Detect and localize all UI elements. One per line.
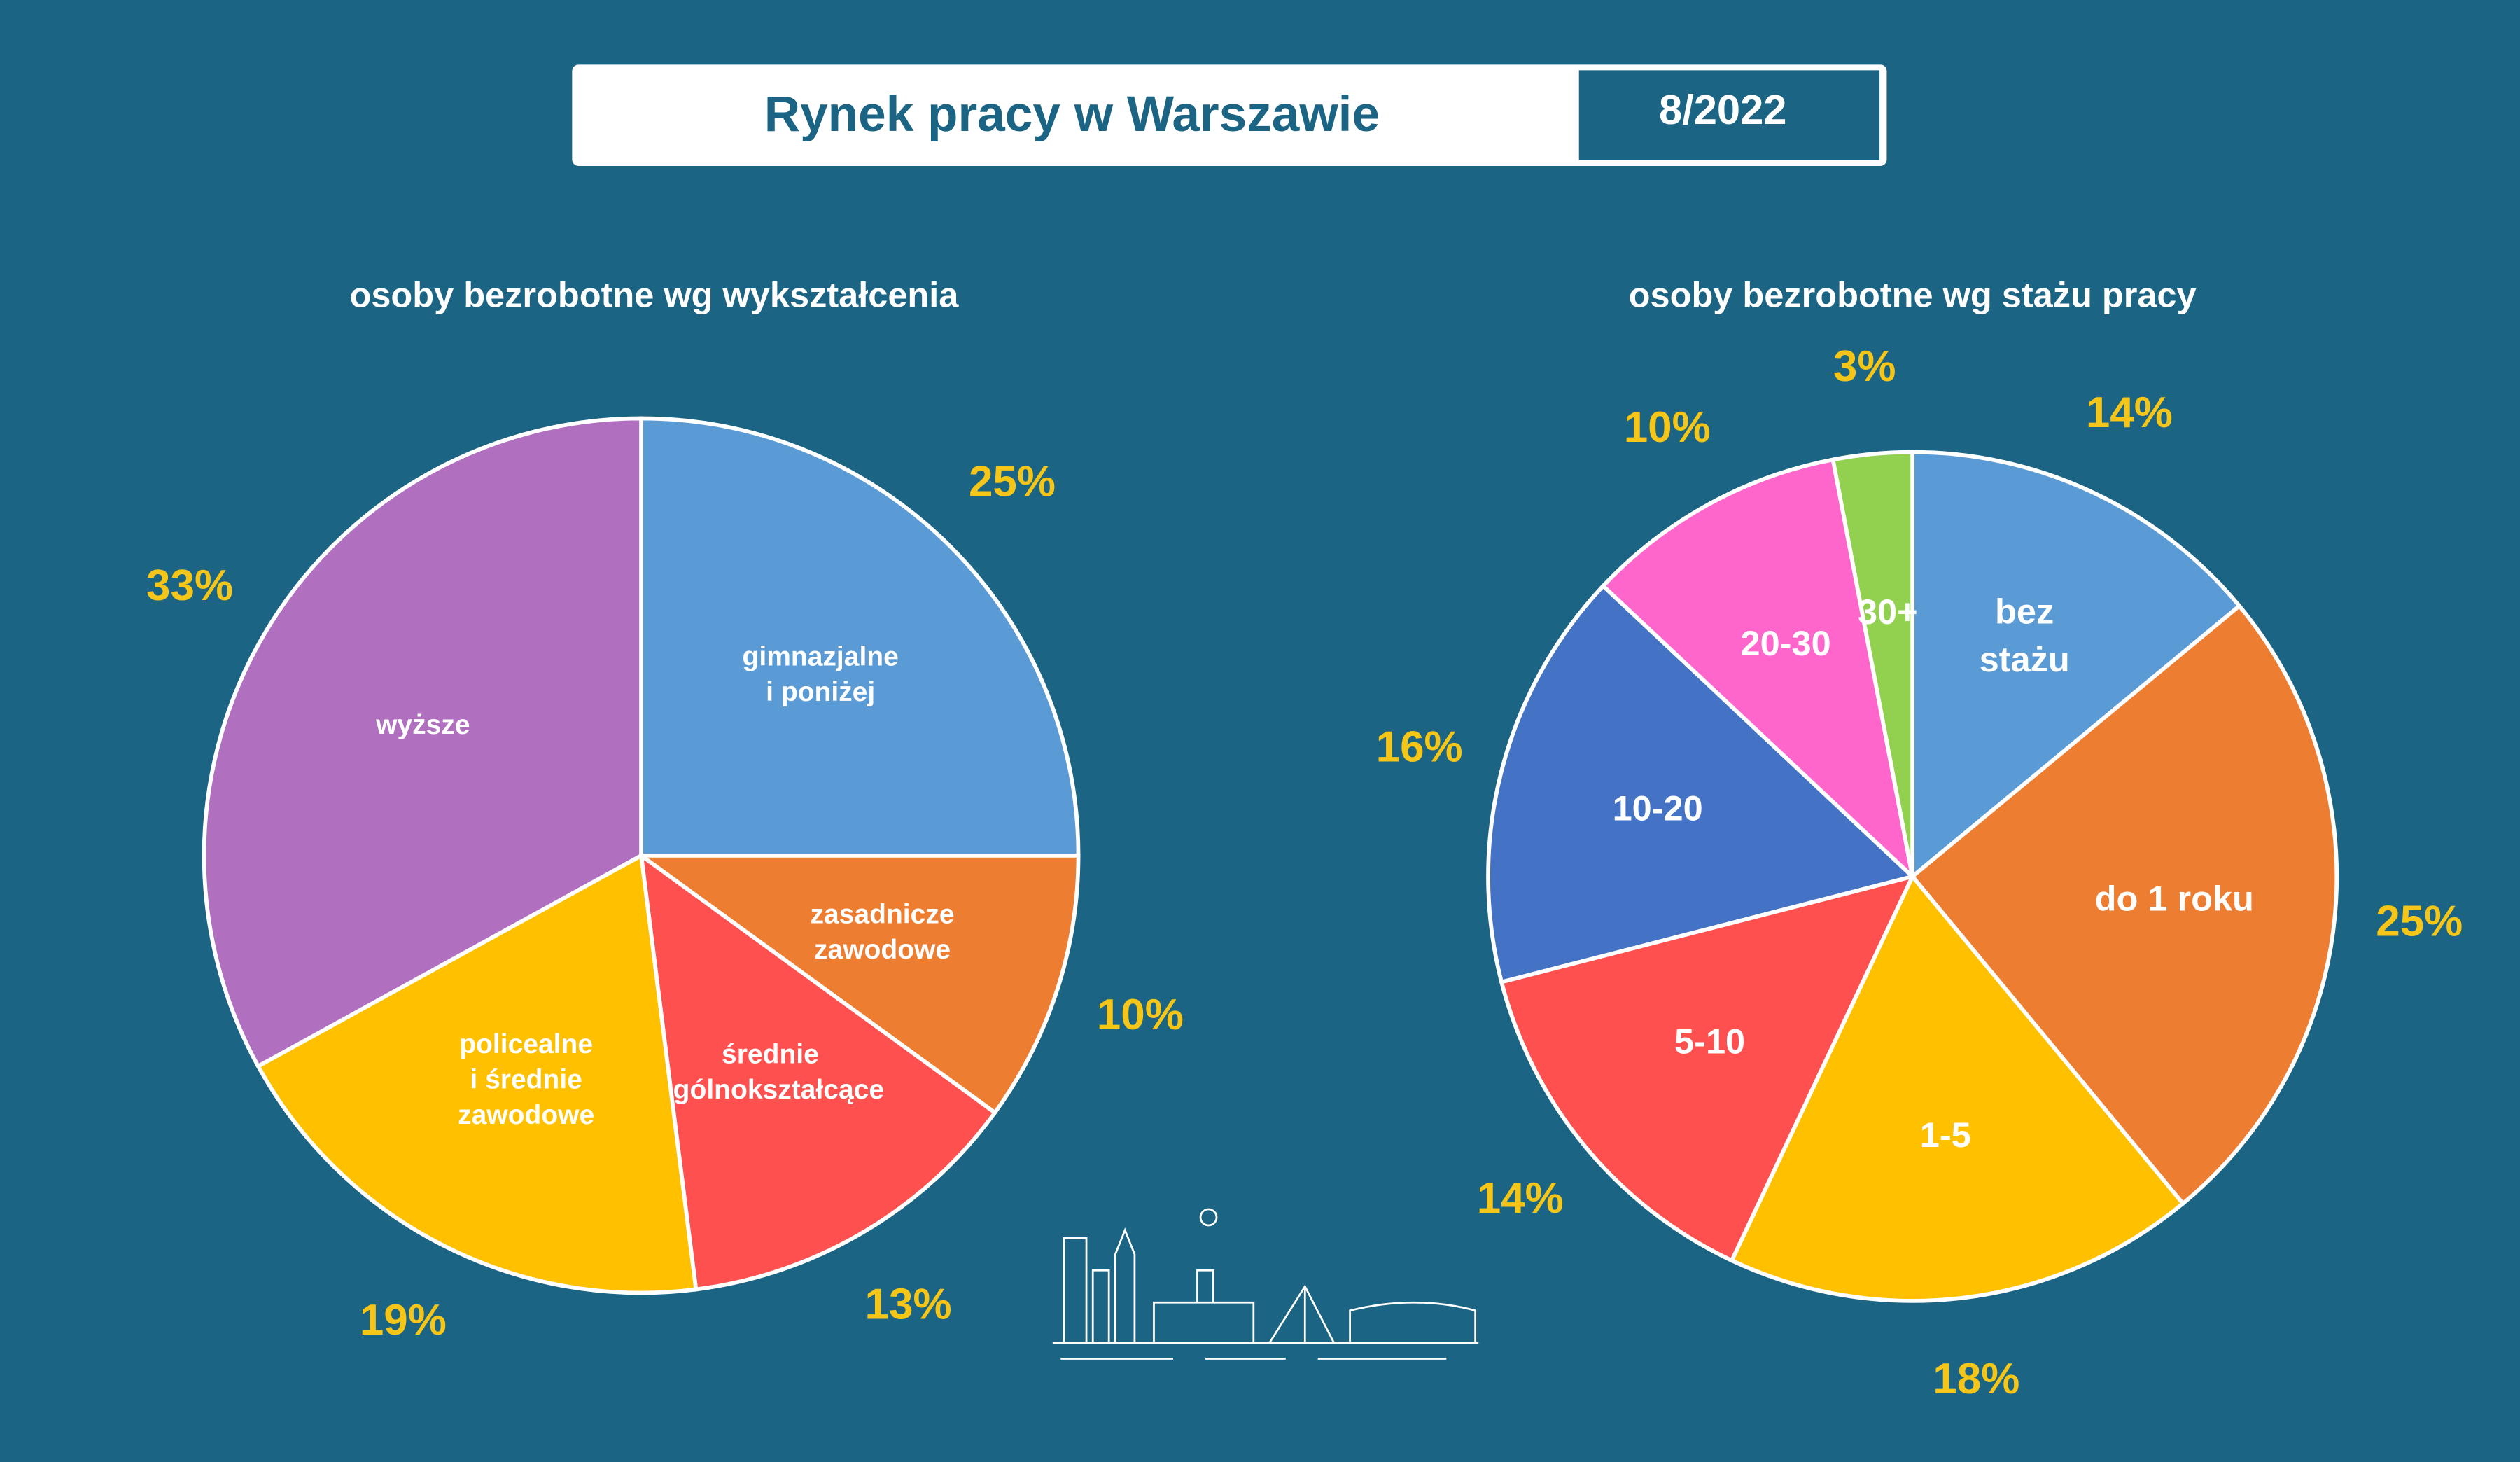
pie-slice <box>1600 457 1916 882</box>
date-box <box>1574 65 1884 165</box>
slice-label: wyższe <box>375 710 470 740</box>
pie-slice <box>1910 603 2339 1206</box>
slice-label: bez stażu <box>1980 592 2070 680</box>
label-line: gimnazjalne <box>743 642 899 672</box>
pie-slice <box>1486 583 1917 985</box>
value-label: 16% <box>1376 723 1463 771</box>
slice-label: gimnazjalne i poniżej <box>743 642 899 708</box>
pie-slice <box>1830 450 1915 877</box>
label-line: średnie <box>722 1040 819 1070</box>
label-line: zawodowe <box>458 1100 594 1130</box>
label-line: zasadnicze <box>811 900 955 930</box>
value-label: 14% <box>2086 389 2173 437</box>
chart-title: osoby bezrobotne wg wykształcenia <box>349 275 959 315</box>
pie-slice <box>1910 450 2243 881</box>
label-line: i poniżej <box>766 677 875 707</box>
pie-slice <box>635 854 1081 1116</box>
value-label: 25% <box>969 457 1056 506</box>
value-label: 10% <box>1624 403 1711 452</box>
value-label: 25% <box>2376 898 2463 946</box>
slice-label: 10-20 <box>1613 788 1703 828</box>
pie-slice <box>638 851 998 1292</box>
slice-label: zasadnicze zawodowe <box>811 900 955 966</box>
label-line: zawodowe <box>814 935 951 965</box>
chart-title: osoby bezrobotne wg stażu pracy <box>1629 275 2197 315</box>
label-line: policealne <box>459 1029 593 1059</box>
value-label: 13% <box>865 1280 952 1328</box>
slice-label: do 1 roku <box>2095 878 2254 918</box>
header-box <box>572 64 1887 166</box>
slice-label: 30+ <box>1858 592 1918 632</box>
skyline-decoration <box>1052 1208 1479 1360</box>
pie-slice <box>639 416 1081 858</box>
label-line: stażu <box>1980 640 2070 680</box>
slice-label: średnie ogólnokształcące <box>657 1040 884 1106</box>
label-line: i średnie <box>470 1065 582 1095</box>
value-label: 14% <box>1477 1174 1564 1223</box>
pie-slice <box>202 416 643 1069</box>
header-date: 8/2022 <box>1659 86 1787 133</box>
pie-slice <box>1729 872 2186 1303</box>
value-label: 3% <box>1833 342 1896 391</box>
header-title: Rynek pracy w Warszawie <box>764 87 1380 142</box>
slice-label: 1-5 <box>1920 1115 1971 1155</box>
pie-slice <box>1499 873 1917 1264</box>
slice-label: policealne i średnie zawodowe <box>458 1029 594 1130</box>
value-label: 19% <box>360 1296 447 1344</box>
label-line: bez <box>1995 592 2054 632</box>
value-label: 10% <box>1097 991 1184 1039</box>
value-label: 18% <box>1933 1355 2019 1403</box>
label-line: ogólnokształcące <box>657 1075 884 1105</box>
value-label: 33% <box>146 562 233 610</box>
slice-label: 20-30 <box>1741 623 1831 663</box>
slice-label: 5-10 <box>1674 1022 1745 1061</box>
pie-slice <box>255 852 699 1295</box>
